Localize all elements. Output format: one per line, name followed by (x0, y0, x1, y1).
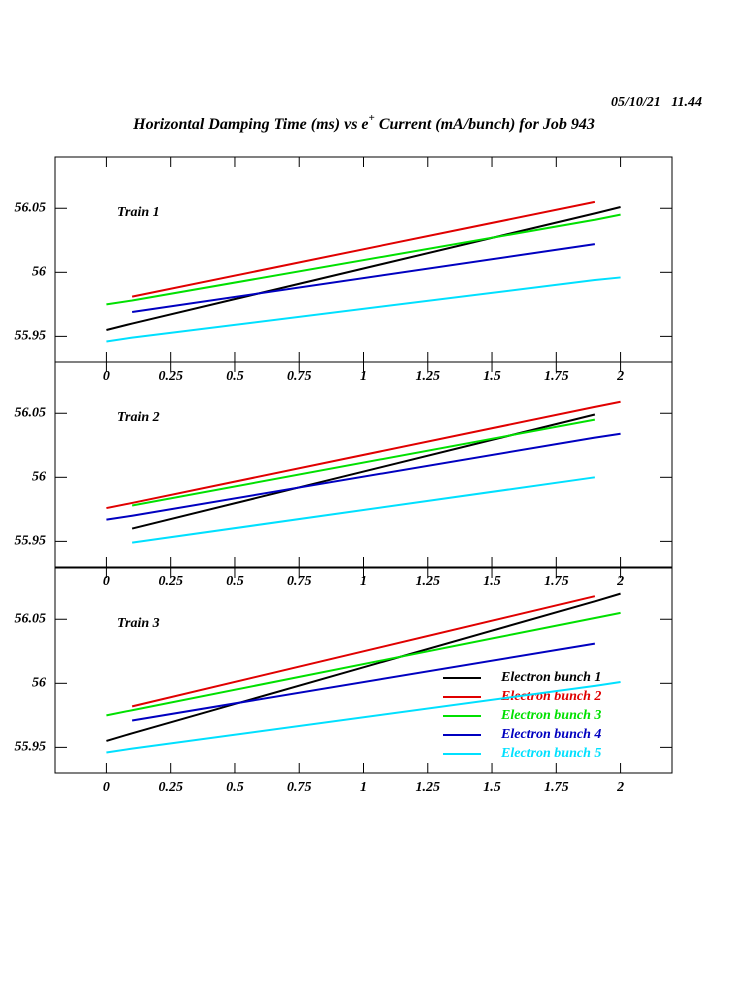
series-line (106, 681, 621, 754)
x-tick-label: 0 (103, 369, 110, 384)
y-tick-label: 55.95 (15, 534, 47, 549)
series-line (131, 243, 596, 314)
title-part: Horizontal Damping Time (ms) vs e (132, 116, 368, 133)
legend-label: Electron bunch 5 (500, 746, 601, 761)
chart-title: Horizontal Damping Time (ms) vs e+ Curre… (132, 112, 595, 133)
series-line (106, 611, 621, 717)
series-line (106, 432, 621, 521)
series-line (106, 213, 621, 306)
timestamp: 05/10/21 11.44 (611, 95, 702, 110)
x-tick-label: 1 (360, 780, 367, 795)
x-tick-label: 1.75 (544, 574, 569, 589)
x-tick-label: 1.75 (544, 369, 569, 384)
y-tick-label: 56 (32, 676, 46, 691)
x-tick-label: 2 (616, 574, 624, 589)
x-tick-label: 0.75 (287, 574, 312, 589)
x-tick-label: 0.25 (158, 369, 183, 384)
x-tick-label: 0.5 (226, 780, 244, 795)
x-tick-label: 1.25 (416, 574, 441, 589)
panel-label: Train 3 (117, 616, 160, 631)
legend-label: Electron bunch 3 (500, 708, 601, 723)
x-tick-label: 0.25 (158, 574, 183, 589)
title-sup: + (369, 112, 375, 124)
x-tick-label: 0 (103, 780, 110, 795)
x-tick-label: 1.5 (483, 574, 501, 589)
y-tick-label: 56.05 (15, 405, 47, 420)
x-tick-label: 1.25 (416, 780, 441, 795)
legend-label: Electron bunch 4 (500, 727, 601, 742)
series-line (131, 476, 596, 544)
y-tick-label: 55.95 (15, 329, 47, 344)
panel-label: Train 1 (117, 205, 160, 220)
series-line (106, 205, 621, 331)
y-tick-label: 56 (32, 470, 46, 485)
x-tick-label: 1 (360, 369, 367, 384)
series-line (106, 400, 621, 510)
series-line (131, 200, 596, 298)
x-tick-label: 0.25 (158, 780, 183, 795)
x-tick-label: 0 (103, 574, 110, 589)
panel-label: Train 2 (117, 410, 160, 425)
series-line (106, 592, 621, 742)
x-tick-label: 1.25 (416, 369, 441, 384)
series-line (131, 595, 596, 708)
x-tick-label: 1.75 (544, 780, 569, 795)
y-tick-label: 55.95 (15, 740, 47, 755)
x-tick-label: 0.5 (226, 574, 244, 589)
plot-frame (54, 361, 673, 568)
x-tick-label: 1 (360, 574, 367, 589)
series-line (131, 418, 596, 507)
x-tick-label: 1.5 (483, 369, 501, 384)
legend-label: Electron bunch 1 (500, 670, 601, 685)
y-tick-label: 56 (32, 265, 46, 280)
x-tick-label: 2 (616, 369, 624, 384)
x-tick-label: 1.5 (483, 780, 501, 795)
series-line (106, 276, 621, 343)
y-tick-label: 56.05 (15, 200, 47, 215)
legend-label: Electron bunch 2 (500, 689, 601, 704)
title-part: Current (mA/bunch) for Job 943 (375, 116, 595, 133)
x-tick-label: 0.75 (287, 780, 312, 795)
x-tick-label: 2 (616, 780, 624, 795)
series-line (131, 642, 596, 722)
x-tick-label: 0.75 (287, 369, 312, 384)
y-tick-label: 56.05 (15, 611, 47, 626)
x-tick-label: 0.5 (226, 369, 244, 384)
